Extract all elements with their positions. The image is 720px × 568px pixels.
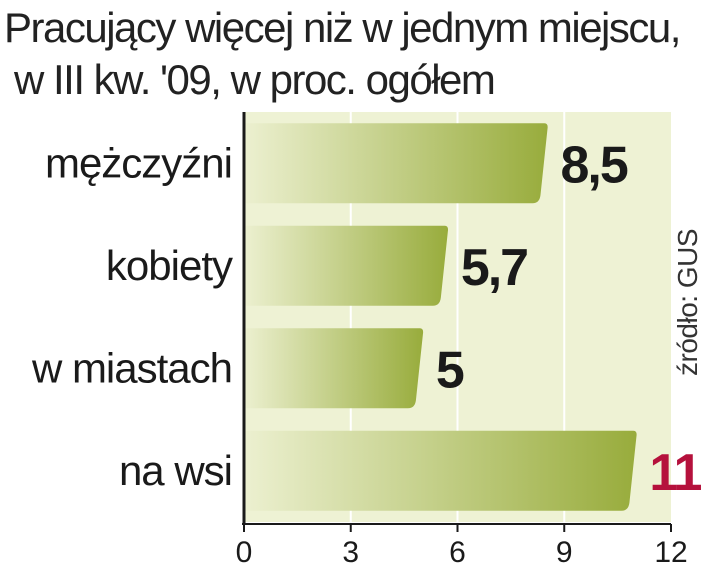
chart-bars [244, 123, 637, 511]
x-tick-label: 9 [556, 536, 573, 568]
chart-x-axis: 0 3 6 9 12 [236, 112, 688, 568]
bar [244, 123, 548, 204]
value-label: 11 [649, 444, 701, 502]
x-tick-label: 12 [654, 536, 687, 568]
chart-title-line-2: w III kw. '09, w proc. ogółem [14, 56, 496, 103]
value-label: 5 [436, 341, 464, 399]
chart-category-labels: mężczyźni kobiety w miastach na wsi [31, 139, 234, 494]
category-label: mężczyźni [45, 139, 232, 186]
source-note: źródło: GUS [672, 229, 703, 376]
bar [244, 225, 449, 306]
category-label: w miastach [31, 344, 232, 391]
category-label: kobiety [106, 242, 233, 289]
x-tick-label: 3 [342, 536, 359, 568]
bar [244, 328, 424, 409]
chart-title: Pracujący więcej niż w jednym miejscu, w… [4, 2, 720, 106]
value-label: 8,5 [560, 136, 627, 194]
x-tick-label: 0 [236, 536, 253, 568]
chart-value-labels: 8,5 5,7 5 11 [436, 136, 704, 502]
value-label: 5,7 [461, 239, 527, 297]
category-label: na wsi [119, 447, 232, 494]
chart-title-line-1: Pracujący więcej niż w jednym miejscu, [4, 4, 681, 51]
bar [244, 430, 637, 511]
x-tick-label: 6 [449, 536, 466, 568]
